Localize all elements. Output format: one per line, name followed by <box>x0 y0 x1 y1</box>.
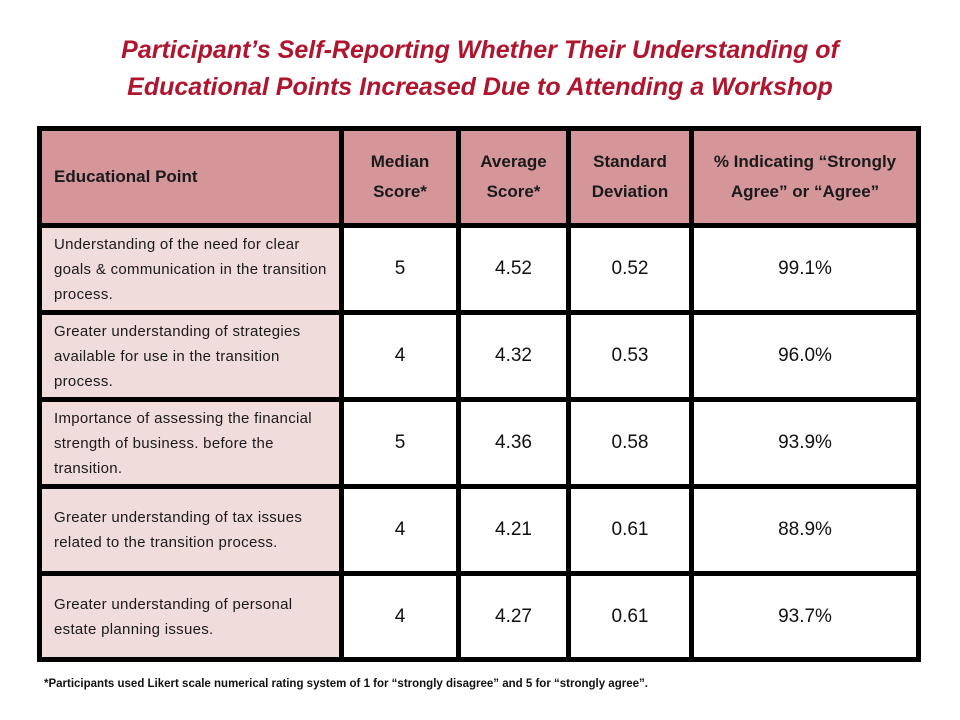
footnote: *Participants used Likert scale numerica… <box>44 678 648 690</box>
cell-percent-agree: 93.9% <box>694 402 916 484</box>
cell-percent-agree: 99.1% <box>694 228 916 310</box>
cell-percent-agree: 88.9% <box>694 489 916 571</box>
title-line-2: Educational Points Increased Due to Atte… <box>127 73 833 101</box>
cell-median: 4 <box>344 489 456 571</box>
header-standard-deviation: Standard Deviation <box>571 131 689 223</box>
cell-average: 4.52 <box>461 228 566 310</box>
cell-educational-point: Greater understanding of tax issues rela… <box>42 489 339 571</box>
header-educational-point: Educational Point <box>42 131 339 223</box>
cell-percent-agree: 96.0% <box>694 315 916 397</box>
header-percent-agree: % Indicating “Strongly Agree” or “Agree” <box>694 131 916 223</box>
cell-educational-point: Understanding of the need for clear goal… <box>42 228 339 310</box>
table-row: Understanding of the need for clear goal… <box>37 228 921 310</box>
cell-percent-agree: 93.7% <box>694 576 916 657</box>
table-row: Greater understanding of strategies avai… <box>37 315 921 397</box>
cell-median: 5 <box>344 228 456 310</box>
cell-standard-deviation: 0.61 <box>571 489 689 571</box>
cell-average: 4.32 <box>461 315 566 397</box>
table-header-row: Educational Point Median Score* Average … <box>37 131 921 223</box>
cell-educational-point: Importance of assessing the financial st… <box>42 402 339 484</box>
header-median-score: Median Score* <box>344 131 456 223</box>
cell-median: 4 <box>344 576 456 657</box>
cell-standard-deviation: 0.53 <box>571 315 689 397</box>
cell-educational-point: Greater understanding of strategies avai… <box>42 315 339 397</box>
cell-educational-point: Greater understanding of personal estate… <box>42 576 339 657</box>
table-row: Importance of assessing the financial st… <box>37 402 921 484</box>
title-line-1: Participant’s Self-Reporting Whether The… <box>121 36 839 64</box>
table-row: Greater understanding of personal estate… <box>37 576 921 657</box>
table-row: Greater understanding of tax issues rela… <box>37 489 921 571</box>
header-average-score: Average Score* <box>461 131 566 223</box>
cell-standard-deviation: 0.58 <box>571 402 689 484</box>
cell-median: 5 <box>344 402 456 484</box>
cell-average: 4.21 <box>461 489 566 571</box>
cell-standard-deviation: 0.52 <box>571 228 689 310</box>
cell-median: 4 <box>344 315 456 397</box>
cell-average: 4.36 <box>461 402 566 484</box>
results-table: Educational Point Median Score* Average … <box>37 126 921 662</box>
cell-standard-deviation: 0.61 <box>571 576 689 657</box>
cell-average: 4.27 <box>461 576 566 657</box>
slide-title: Participant’s Self-Reporting Whether The… <box>0 32 960 106</box>
